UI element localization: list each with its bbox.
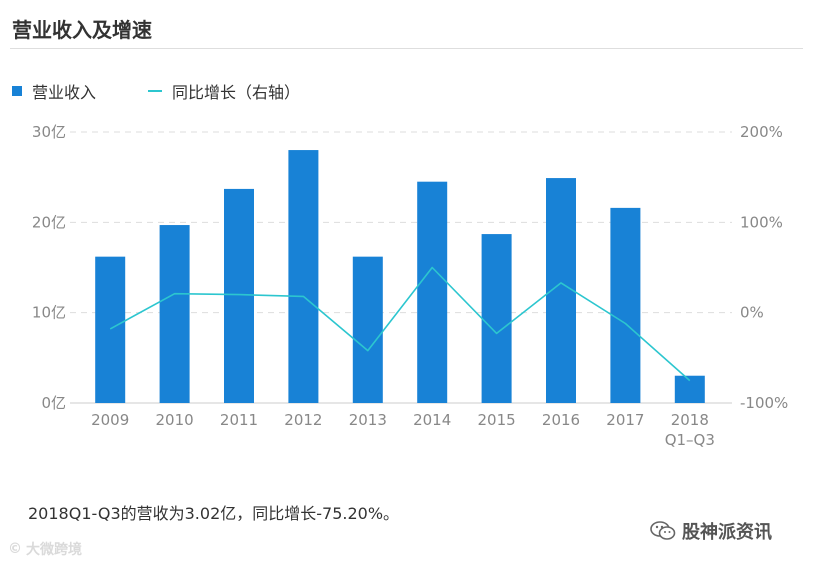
y-right-tick-label: -100% [740,394,788,412]
y-right-tick-label: 100% [740,213,783,231]
title-divider [10,48,803,49]
watermark-right-text: 股神派资讯 [682,522,772,543]
bar-2014 [417,181,448,403]
x-tick-label: 2015 [478,411,516,429]
x-tick-label: 2012 [284,411,322,429]
bar-2012 [288,150,319,403]
y-right-tick-label: 0% [740,304,764,322]
x-tick-label: 2009 [91,411,129,429]
legend-bar-swatch [12,86,22,96]
revenue-chart: 0亿 -100% 10亿 0% 20亿 100% 30亿 200% 2009 2010 2011 20… [32,123,788,449]
weibo-icon: © [8,541,22,557]
x-tick-label: 2018 [671,411,709,429]
y-left-tick-label: 10亿 [32,304,66,322]
bar-2009 [95,256,126,403]
bar-2010 [159,225,190,403]
watermark-left: © 大微跨境 [8,539,82,559]
bar-2013 [352,256,383,403]
legend-item-growth: 同比增长（右轴） [148,79,300,103]
legend-label-growth: 同比增长（右轴） [172,83,301,102]
x-tick-sublabel: Q1–Q3 [665,431,715,449]
x-tick-label: 2011 [220,411,258,429]
bar-2011 [224,188,254,403]
legend-item-revenue: 营业收入 [12,79,96,103]
y-left-tick-label: 0亿 [41,394,66,412]
legend-label-revenue: 营业收入 [32,83,97,102]
legend-line-swatch [148,90,162,92]
summary-text: 2018Q1-Q3的营收为3.02亿，同比增长-75.20%。 [28,504,400,523]
x-tick-label: 2016 [542,411,580,429]
y-left-tick-label: 30亿 [32,123,66,141]
page-title: 营业收入及增速 [12,18,152,42]
x-tick-label: 2017 [606,411,644,429]
wechat-icon [650,521,676,540]
bar-2017 [610,207,641,403]
y-right-tick-label: 200% [740,123,783,141]
y-left-tick-label: 20亿 [32,213,66,231]
watermark-left-text: 大微跨境 [26,542,82,558]
growth-line [109,266,691,382]
x-tick-label: 2014 [413,411,451,429]
watermark-right: 股神派资讯 [650,518,772,544]
bar-2015 [481,234,512,403]
x-tick-label: 2010 [156,411,194,429]
x-tick-label: 2013 [349,411,387,429]
